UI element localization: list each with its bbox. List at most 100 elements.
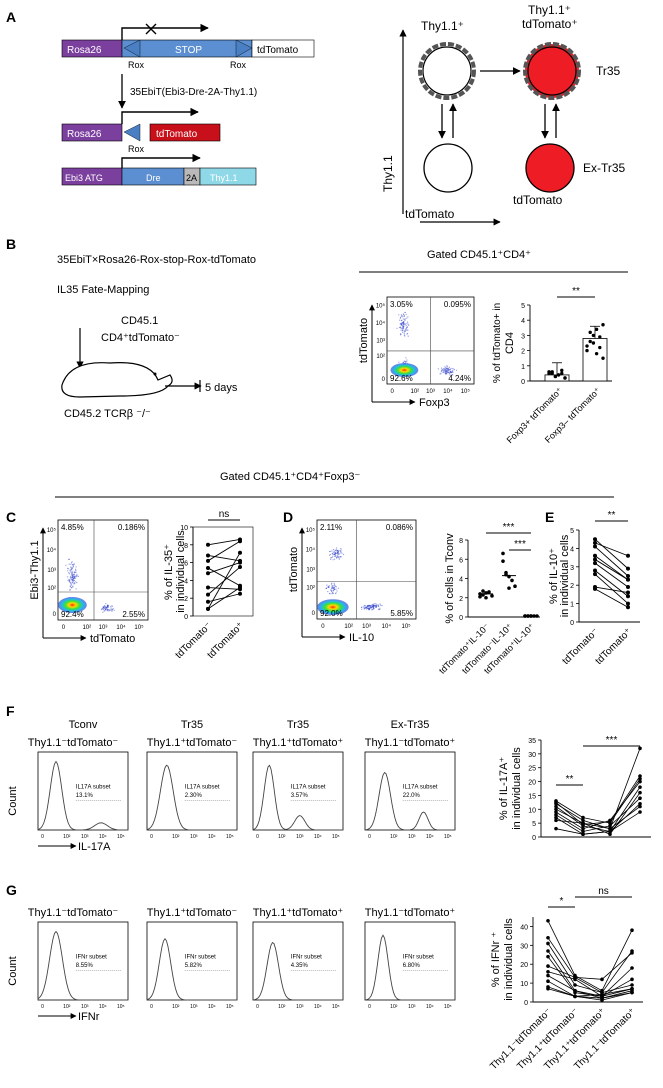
- event-dot: [402, 322, 404, 324]
- event-dot: [330, 583, 333, 585]
- y-tick-label: 2: [459, 596, 463, 603]
- event-dot: [366, 606, 368, 608]
- event-dot: [445, 373, 447, 375]
- event-dot: [377, 605, 379, 607]
- series-line: [555, 781, 641, 830]
- data-point: [608, 824, 612, 828]
- event-dot: [407, 316, 409, 318]
- data-point: [238, 565, 242, 570]
- event-dot: [336, 550, 339, 552]
- data-point: [206, 558, 210, 563]
- construct-1: Rosa26 STOP tdTomato Rox Rox: [61, 23, 315, 70]
- data-point: [510, 578, 514, 583]
- event-dot: [105, 606, 107, 609]
- event-dot: [404, 361, 406, 363]
- panel-letter-d: D: [283, 509, 293, 525]
- b-recipient: CD45.2 TCRβ ⁻/⁻: [64, 408, 151, 420]
- data-point: [546, 935, 550, 940]
- thy-label: Thy1.1: [210, 173, 238, 183]
- event-dot: [332, 556, 334, 558]
- event-dot: [73, 572, 76, 574]
- data-point: [626, 566, 630, 571]
- event-dot: [334, 585, 336, 588]
- histogram-curve: [364, 771, 455, 831]
- data-point: [546, 949, 550, 953]
- ebi3-label: Ebi3 ATG: [65, 173, 103, 183]
- event-dot: [337, 551, 340, 553]
- pair-line: [594, 562, 629, 588]
- event-dot: [75, 581, 77, 583]
- data-point: [626, 594, 630, 599]
- event-dot: [327, 591, 329, 593]
- data-point: [581, 822, 585, 827]
- y-tick-label: 0: [524, 1000, 528, 1007]
- event-dot: [331, 590, 333, 593]
- event-dot: [105, 608, 107, 610]
- data-point: [554, 800, 558, 805]
- event-dot: [74, 583, 76, 585]
- event-dot: [332, 554, 334, 556]
- y-tick-label: 8: [459, 538, 463, 545]
- facs-xlabel: IL-10: [349, 632, 374, 644]
- event-dot: [399, 326, 401, 329]
- line-chart-f: 0 5 10 15 20 25 30 35 in individual cells% of IL…: [498, 735, 651, 842]
- data-point: [630, 966, 634, 970]
- event-dot: [447, 371, 449, 373]
- event-dot: [330, 557, 332, 559]
- data-point: [546, 954, 550, 959]
- x-tick: 10⁴: [208, 1004, 216, 1010]
- event-dot: [70, 578, 72, 580]
- x-tick: 0: [368, 834, 371, 840]
- group-label: Tr35: [181, 719, 203, 731]
- event-dot: [367, 606, 369, 608]
- y-tick-label: 4: [184, 578, 188, 585]
- event-dot: [440, 372, 442, 374]
- x-tick: 10⁵: [226, 1004, 234, 1010]
- event-dot: [406, 326, 408, 328]
- series-line: [547, 965, 633, 994]
- y-tick: 10²: [47, 586, 56, 592]
- data-point: [593, 544, 597, 549]
- event-dot: [72, 586, 74, 588]
- histogram-curve: [252, 764, 343, 831]
- event-dot: [366, 608, 368, 610]
- event-dot: [71, 578, 73, 580]
- x-tick: 10²: [344, 624, 353, 630]
- population-label: Thy1.1⁺tdTomato⁻: [147, 907, 238, 919]
- event-dot: [396, 327, 398, 329]
- event-dot: [110, 606, 112, 608]
- significance-label: ***: [606, 735, 618, 746]
- event-dot: [400, 328, 402, 330]
- line-chart-g: 0 10 20 30 40 in individual cells% of IFNr ⁺ *…: [488, 886, 643, 1072]
- event-dot: [449, 371, 451, 373]
- event-dot: [111, 605, 113, 607]
- panel-letter-f: F: [6, 703, 15, 719]
- event-dot: [368, 605, 370, 607]
- pair-line: [207, 587, 241, 610]
- data-point: [206, 599, 210, 604]
- event-dot: [452, 371, 454, 373]
- event-dot: [403, 360, 405, 362]
- event-dot: [70, 562, 73, 564]
- cross-icon: [145, 23, 157, 35]
- data-point: [206, 542, 210, 547]
- data-point: [626, 601, 630, 606]
- event-dot: [72, 571, 74, 573]
- event-dot: [405, 328, 407, 330]
- data-point: [638, 810, 642, 814]
- histogram-curve: [37, 930, 128, 1001]
- subset-label: IL17A subset: [185, 785, 220, 791]
- event-dot: [334, 549, 336, 551]
- histogram-curve: [146, 764, 237, 831]
- event-dot: [338, 549, 340, 552]
- data-point: [553, 374, 558, 379]
- data-point: [554, 810, 558, 814]
- quadrant-bl: 92.0%: [320, 609, 343, 618]
- population-label: Thy1.1⁻tdTomato⁺: [365, 737, 456, 749]
- b-gate: Gated CD45.1⁺CD4⁺: [427, 249, 531, 261]
- event-dot: [406, 317, 408, 319]
- tdtomato-label-1: tdTomato: [257, 45, 299, 56]
- facs-ylabel: tdTomato: [358, 318, 370, 363]
- event-dot: [443, 368, 445, 370]
